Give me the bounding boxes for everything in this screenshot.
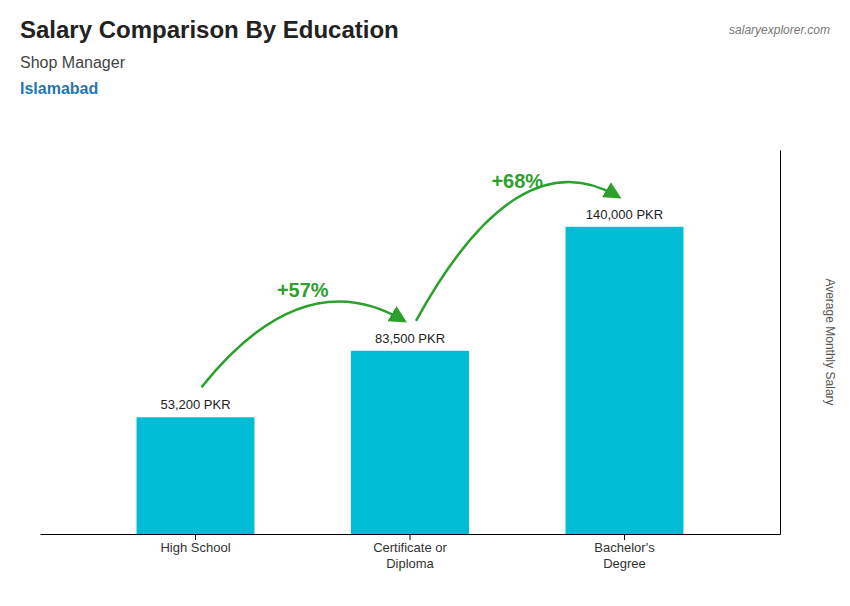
x-tick-mark: [410, 534, 411, 540]
x-axis: High School Certificate orDiploma Bachelor…: [41, 534, 781, 571]
value-label: 53,200 PKR: [160, 397, 230, 412]
x-tick-mark: [195, 534, 196, 540]
bars: [137, 227, 684, 534]
y-axis: [780, 151, 781, 535]
annotation-arrow: [202, 301, 404, 387]
annotation: +68%: [491, 170, 543, 192]
x-tick: Bachelor'sDegree: [594, 534, 655, 571]
x-tick-label-line: High School: [160, 540, 230, 555]
title: Salary Comparison By Education: [20, 16, 399, 43]
plot: High School Certificate orDiploma Bachelor…: [41, 151, 781, 571]
bar: [137, 417, 255, 534]
x-tick-label-line: Degree: [603, 556, 646, 571]
x-tick-label-line: Bachelor's: [594, 540, 655, 555]
annotation: +57%: [277, 279, 329, 301]
annotation-arrow: [416, 182, 618, 321]
x-tick-label: High School: [160, 540, 230, 555]
value-label: 83,500 PKR: [375, 331, 445, 346]
chart: Salary Comparison By Education Shop Manag…: [0, 0, 850, 606]
x-tick-label: Bachelor'sDegree: [594, 540, 655, 571]
bar: [351, 351, 469, 534]
subtitle: Shop Manager: [20, 54, 126, 71]
x-tick-label-line: Certificate or: [373, 540, 447, 555]
x-tick-mark: [624, 534, 625, 540]
bar: [566, 227, 684, 534]
y-axis-line: [780, 151, 781, 535]
y-axis-title: Average Monthly Salary: [823, 278, 837, 405]
location: Islamabad: [20, 80, 98, 97]
x-tick-label-line: Diploma: [386, 556, 434, 571]
x-tick-label: Certificate orDiploma: [373, 540, 447, 571]
value-label: 140,000 PKR: [586, 207, 663, 222]
watermark: salaryexplorer.com: [729, 23, 830, 37]
x-tick: Certificate orDiploma: [373, 534, 447, 571]
x-tick: High School: [160, 534, 230, 555]
